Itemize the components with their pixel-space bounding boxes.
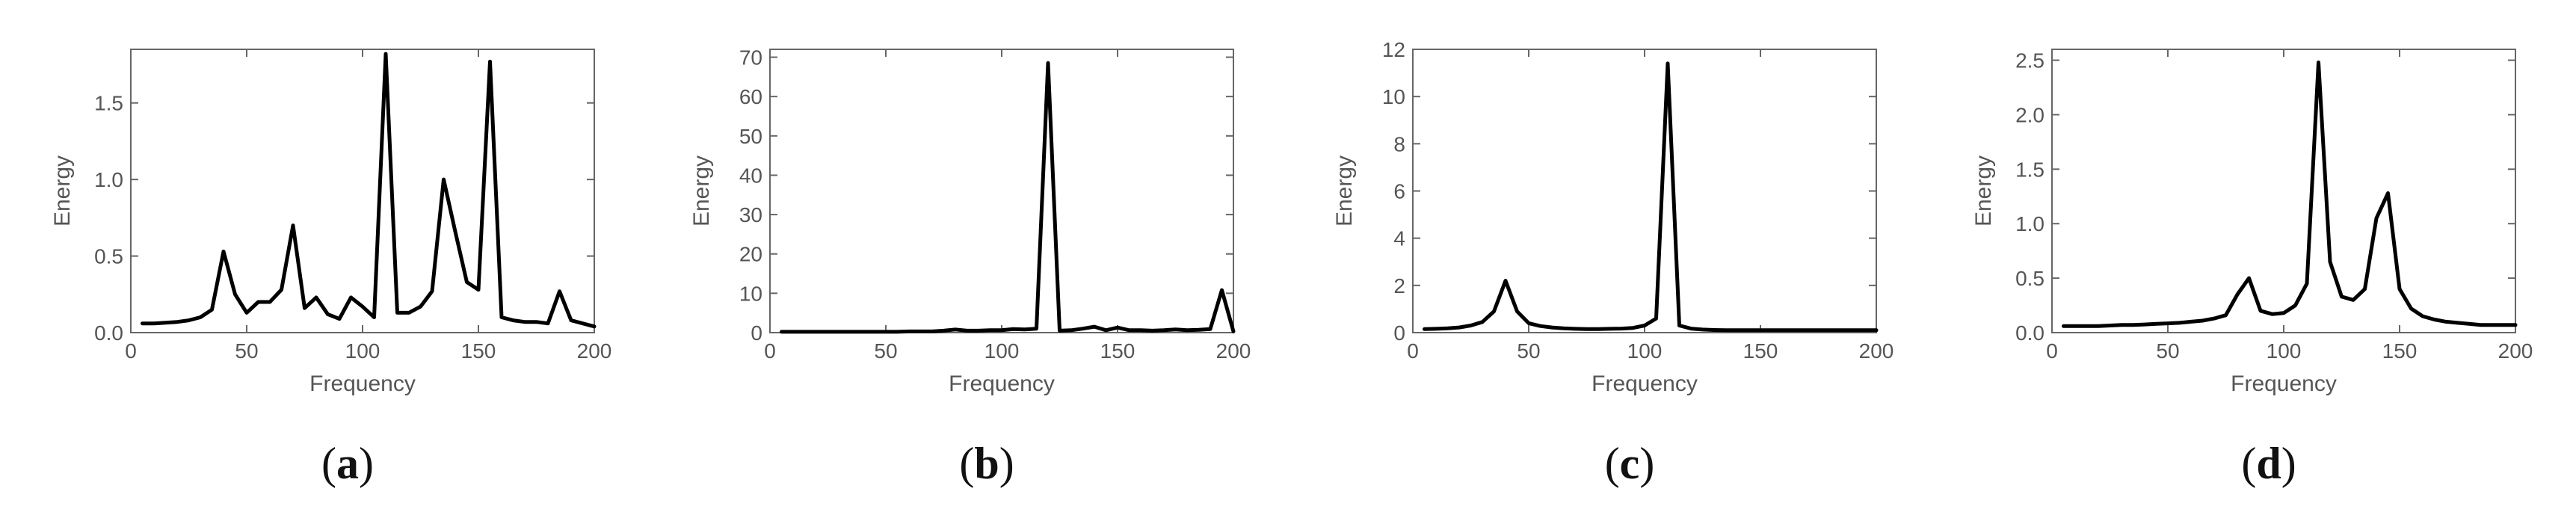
x-tick-label: 200 (1859, 339, 1894, 363)
x-tick-label: 50 (2156, 339, 2179, 363)
chart-panel-4: 0 50 100 150 200 0.0 0.5 1.0 1.5 2.0 2.5 Frequency E… (1971, 49, 2533, 488)
x-tick-label: 100 (345, 339, 380, 363)
panel-label: (b) (959, 439, 1014, 488)
x-tick-label: 100 (985, 339, 1020, 363)
plot-frame (2051, 49, 2516, 333)
plot-frame (130, 49, 595, 333)
series-line-1 (780, 61, 1236, 334)
y-tick-label: 6 (1393, 180, 1405, 203)
x-tick-label: 0 (764, 339, 776, 363)
y-axis-title: Energy (1332, 155, 1357, 226)
x-tick-label: 200 (1216, 339, 1251, 363)
y-tick-label: 4 (1393, 227, 1405, 250)
x-tick-label: 50 (874, 339, 897, 363)
panel-label: (d) (2241, 439, 2296, 488)
chart-panel-3: 0 50 100 150 200 0 2 4 6 8 10 12 Frequency Energy (c) (1332, 38, 1894, 488)
x-axis-title: Frequency (949, 371, 1055, 396)
y-tick-label: 70 (739, 46, 762, 70)
y-tick-label: 1.0 (94, 168, 123, 191)
x-tick-label: 0 (2046, 339, 2058, 363)
y-tick-label: 0.0 (94, 321, 123, 345)
y-tick-label: 2 (1393, 274, 1405, 297)
chart-panel-2: 0 50 100 150 200 0 10 20 30 40 50 60 70 Frequency Ener… (689, 46, 1251, 488)
y-tick-label: 0 (751, 321, 762, 345)
panel-label: (c) (1605, 439, 1655, 488)
y-axis-title: Energy (1971, 155, 1996, 226)
x-tick-label: 50 (235, 339, 258, 363)
y-tick-label: 20 (739, 243, 762, 266)
x-tick-label: 200 (577, 339, 612, 363)
plot-frame (769, 49, 1234, 333)
series-line-1 (1423, 61, 1879, 333)
x-tick-label: 150 (2382, 339, 2418, 363)
series-line-1 (2062, 61, 2518, 328)
x-axis-title: Frequency (2231, 371, 2337, 396)
y-tick-label: 40 (739, 164, 762, 187)
x-tick-label: 50 (1517, 339, 1540, 363)
x-tick-label: 150 (1100, 339, 1136, 363)
x-tick-label: 150 (1743, 339, 1778, 363)
y-tick-label: 10 (739, 282, 762, 305)
y-tick-label: 2.5 (2015, 49, 2045, 73)
x-tick-label: 0 (125, 339, 137, 363)
chart-panel-1: 0 50 100 150 200 0.0 0.5 1.0 1.5 Frequency Energy (… (50, 49, 611, 488)
series-line-1 (141, 52, 597, 329)
y-tick-label: 60 (739, 85, 762, 108)
y-axis-title: Energy (50, 155, 75, 226)
plot-frame (1412, 49, 1877, 333)
x-axis-title: Frequency (309, 371, 416, 396)
y-tick-label: 1.5 (2015, 158, 2045, 181)
y-tick-label: 10 (1382, 85, 1405, 108)
x-axis-title: Frequency (1591, 371, 1698, 396)
x-tick-label: 100 (1627, 339, 1663, 363)
y-tick-label: 8 (1393, 132, 1405, 155)
panel-label: (a) (321, 439, 374, 488)
y-tick-label: 0.5 (94, 245, 123, 268)
y-tick-label: 12 (1382, 38, 1405, 61)
y-tick-label: 2.0 (2015, 103, 2045, 126)
y-tick-label: 30 (739, 203, 762, 226)
x-tick-label: 200 (2498, 339, 2533, 363)
y-tick-label: 1.0 (2015, 212, 2045, 235)
y-tick-label: 50 (739, 125, 762, 148)
y-tick-label: 0.5 (2015, 267, 2045, 290)
x-tick-label: 0 (1407, 339, 1419, 363)
y-tick-label: 0 (1393, 321, 1405, 345)
y-tick-label: 1.5 (94, 92, 123, 115)
y-axis-title: Energy (689, 155, 714, 226)
x-tick-label: 150 (461, 339, 496, 363)
x-tick-label: 100 (2267, 339, 2302, 363)
y-tick-label: 0.0 (2015, 321, 2045, 345)
